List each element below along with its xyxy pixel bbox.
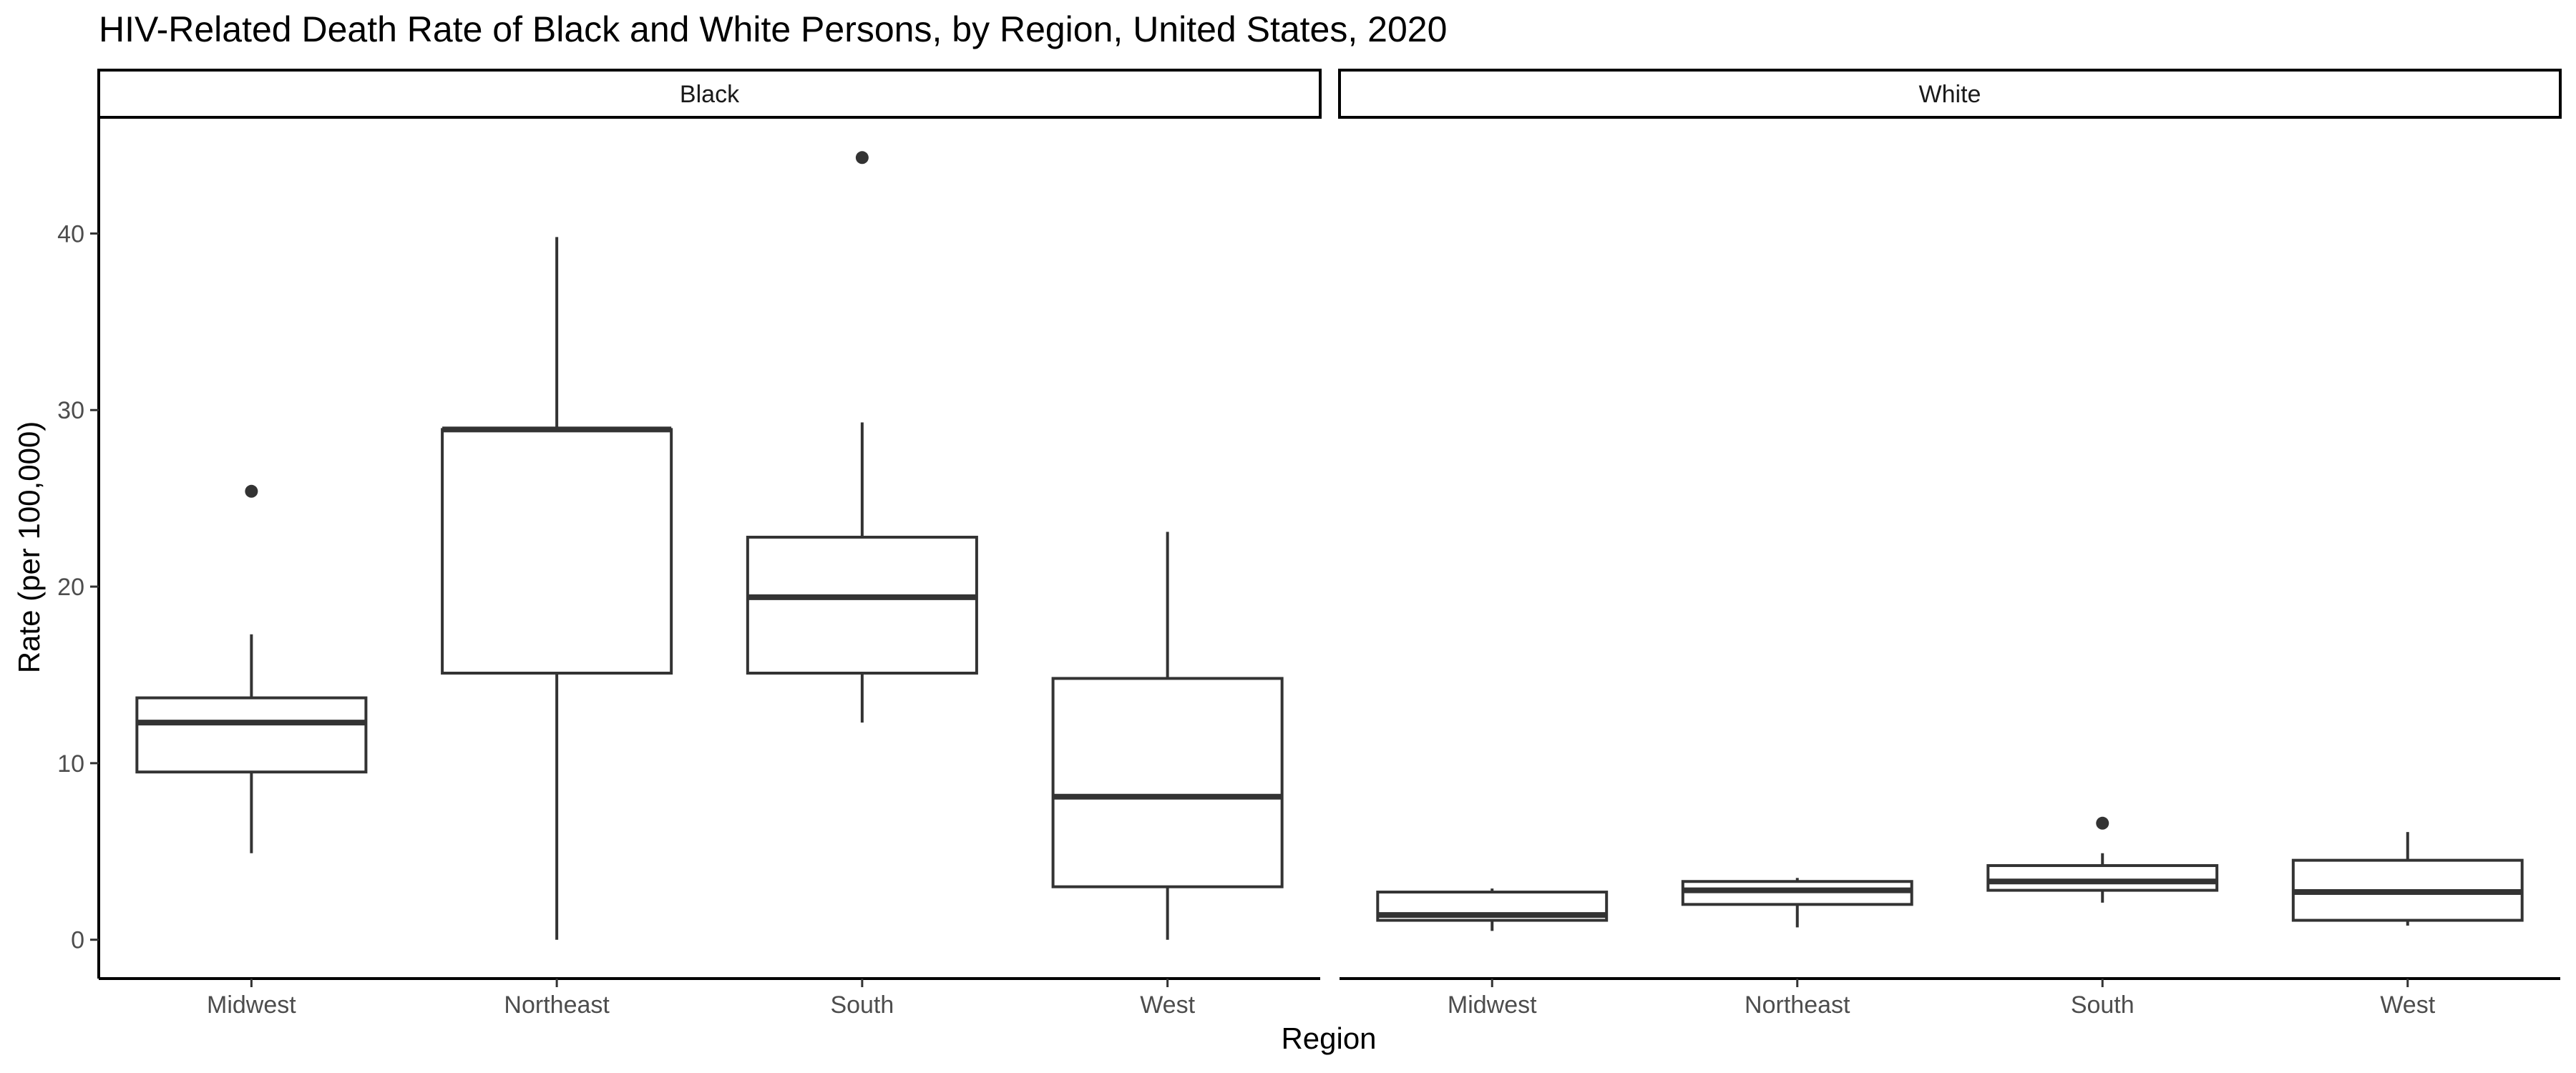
y-tick-label: 40 xyxy=(57,220,84,248)
box-west xyxy=(2291,832,2524,926)
iqr-box xyxy=(1986,864,2219,892)
box-south xyxy=(746,151,978,723)
x-tick-label: Midwest xyxy=(1448,991,1537,1019)
x-tick-label: Northeast xyxy=(1745,991,1850,1019)
y-tick-label: 0 xyxy=(71,927,84,954)
box-south xyxy=(1986,816,2219,903)
chart-title: HIV-Related Death Rate of Black and Whit… xyxy=(99,9,1447,49)
x-tick-label: South xyxy=(830,991,894,1019)
y-tick-label: 20 xyxy=(57,574,84,601)
y-tick-label: 30 xyxy=(57,397,84,424)
box-midwest xyxy=(1376,888,1609,931)
iqr-box xyxy=(1051,677,1284,888)
outlier-point xyxy=(855,151,869,165)
x-tick-label: South xyxy=(2071,991,2135,1019)
box-west xyxy=(1051,531,1284,940)
outlier-point xyxy=(2096,816,2109,830)
box-northeast xyxy=(441,237,673,940)
x-tick-label: West xyxy=(1140,991,1195,1019)
iqr-box xyxy=(441,428,673,675)
x-axis-title: Region xyxy=(1281,1021,1376,1055)
iqr-box xyxy=(746,535,978,675)
facet-strip xyxy=(1338,69,2562,119)
facet-strip-label: White xyxy=(1919,81,1981,108)
box-northeast xyxy=(1681,878,1913,928)
facet-panel-black: Black Midwest Northeast South West xyxy=(97,69,1322,1019)
facet-strip-label: Black xyxy=(680,81,740,108)
facet-strip xyxy=(97,69,1322,119)
x-tick-label: West xyxy=(2380,991,2435,1019)
facet-panel-white: White Midwest Northeast South West xyxy=(1338,69,2562,1019)
y-axis-title: Rate (per 100,000) xyxy=(12,421,46,674)
x-tick-label: Midwest xyxy=(207,991,296,1019)
box-midwest xyxy=(135,484,368,853)
iqr-box xyxy=(135,696,368,774)
x-tick-label: Northeast xyxy=(504,991,610,1019)
outlier-point xyxy=(245,484,258,498)
y-tick-label: 10 xyxy=(57,750,84,778)
